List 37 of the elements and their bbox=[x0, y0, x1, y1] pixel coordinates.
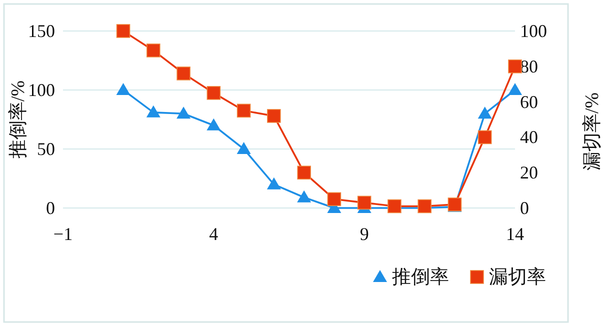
point bbox=[266, 177, 281, 190]
point bbox=[508, 83, 522, 95]
point bbox=[206, 86, 221, 100]
y2-tick-label: 0 bbox=[520, 198, 529, 218]
point bbox=[327, 192, 342, 206]
point bbox=[508, 60, 522, 74]
x-tick-label: 14 bbox=[506, 224, 524, 244]
point bbox=[267, 109, 281, 123]
point bbox=[236, 104, 251, 118]
point bbox=[478, 106, 492, 119]
y2-tick-label: 100 bbox=[520, 21, 547, 41]
y-tick-label: 150 bbox=[28, 21, 55, 41]
point bbox=[116, 83, 130, 95]
x-tick-label: 9 bbox=[360, 224, 369, 244]
point bbox=[478, 130, 492, 144]
point bbox=[176, 66, 190, 80]
y2-tick-label: 60 bbox=[520, 92, 538, 112]
x-tick-label: 4 bbox=[209, 224, 218, 244]
point bbox=[146, 44, 160, 58]
y-tick-label: 0 bbox=[46, 198, 55, 218]
point bbox=[236, 142, 251, 154]
y-tick-label: 50 bbox=[37, 139, 55, 159]
y2-tick-label: 40 bbox=[520, 127, 538, 148]
y-tick-label: 100 bbox=[28, 80, 55, 100]
legend-label: 漏切率 bbox=[489, 266, 546, 288]
legend-label: 推倒率 bbox=[392, 266, 449, 288]
point bbox=[176, 106, 191, 119]
x-tick-label: −1 bbox=[53, 224, 73, 244]
y2-tick-label: 20 bbox=[520, 162, 538, 183]
y-axis-title: 推倒率/% bbox=[7, 80, 29, 159]
point bbox=[146, 105, 160, 118]
point bbox=[357, 196, 372, 210]
point bbox=[116, 24, 130, 38]
point bbox=[297, 190, 312, 202]
point bbox=[206, 118, 221, 130]
y2-axis-title: 漏切率/% bbox=[581, 92, 603, 171]
point bbox=[297, 166, 311, 180]
